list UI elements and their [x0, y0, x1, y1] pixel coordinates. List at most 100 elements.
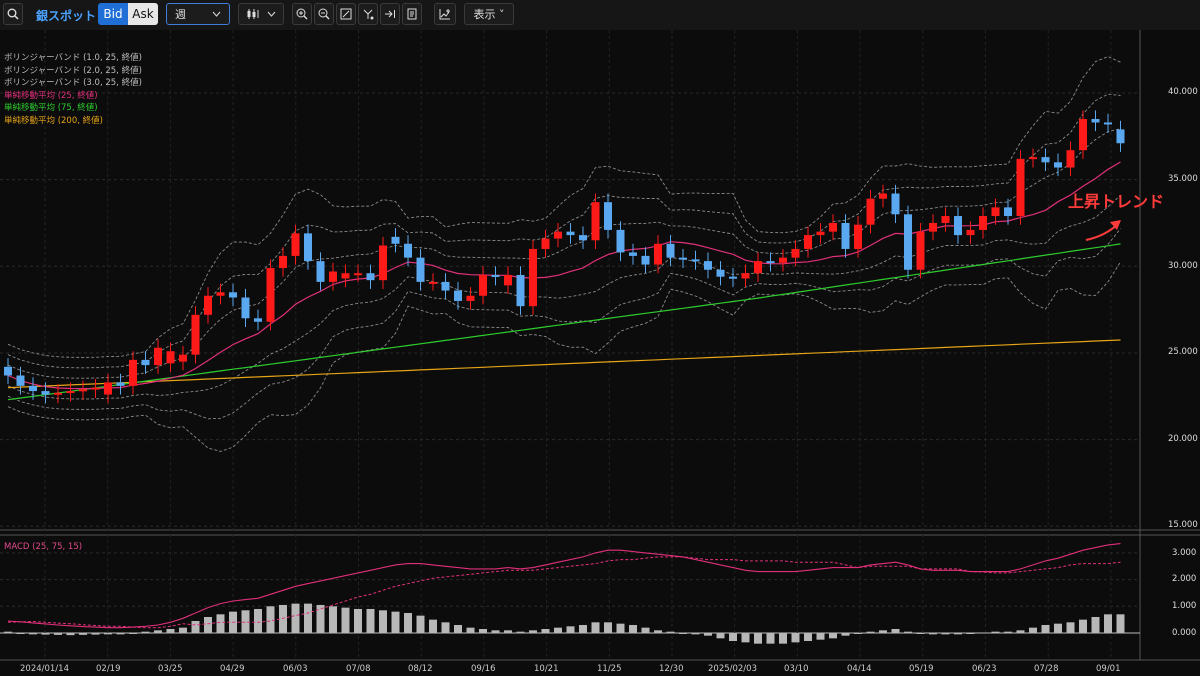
- candle-body: [604, 202, 612, 230]
- macd-histogram-bar: [404, 612, 412, 633]
- candle-body: [479, 274, 487, 296]
- macd-histogram-bar: [366, 608, 375, 633]
- candle-body: [854, 224, 862, 249]
- arrow-shaft: [1085, 223, 1119, 241]
- macd-histogram-bar: [741, 633, 750, 643]
- macd-histogram-bar: [704, 633, 712, 636]
- legend-bb3[interactable]: ボリンジャーバンド (3.0, 25, 終値): [4, 78, 142, 88]
- time-tick: 04/14: [847, 664, 872, 674]
- macd-histogram-bar: [1104, 614, 1112, 633]
- ma200-line: [7, 339, 1121, 389]
- legend-ma25[interactable]: 単純移動平均 (25, 終値): [4, 90, 98, 101]
- candle-body: [941, 216, 950, 223]
- jump-latest-button[interactable]: [380, 3, 400, 25]
- time-tick: 03/25: [158, 664, 183, 674]
- candle-body: [441, 281, 450, 291]
- ask-toggle[interactable]: Ask: [128, 3, 158, 25]
- chart-type-select[interactable]: [238, 3, 284, 25]
- macd-signal-line: [7, 556, 1121, 629]
- price-tick: 30.000: [1168, 261, 1198, 271]
- period-select[interactable]: 週: [166, 3, 230, 25]
- candle-body: [491, 274, 500, 277]
- legend-bb2[interactable]: ボリンジャーバンド (2.0, 25, 終値): [4, 65, 142, 76]
- indicator-button[interactable]: [434, 3, 456, 25]
- macd-legend[interactable]: MACD (25, 75, 15): [4, 542, 83, 552]
- candle-body: [216, 292, 225, 296]
- candle-body: [229, 292, 237, 298]
- fit-button[interactable]: [336, 3, 356, 25]
- document-button[interactable]: [402, 3, 422, 25]
- macd-histogram-bar: [16, 633, 25, 634]
- macd-tick: 2.000: [1172, 574, 1197, 584]
- macd-histogram-bar: [41, 633, 50, 635]
- moving-averages: [7, 161, 1121, 401]
- macd-histogram-bar: [766, 633, 775, 644]
- zoom-out-icon: [318, 8, 330, 20]
- search-button[interactable]: [3, 3, 23, 25]
- candle-body: [591, 202, 600, 241]
- candle-body: [104, 382, 112, 395]
- macd-histogram-bar: [866, 631, 875, 633]
- candlestick-icon: [247, 9, 259, 19]
- macd-histogram-bar: [304, 603, 312, 633]
- macd-histogram-bar: [554, 627, 562, 633]
- macd-histogram-bar: [579, 624, 587, 633]
- candle-body: [116, 382, 125, 386]
- candle-body: [954, 216, 962, 236]
- legend-ma200[interactable]: 単純移動平均 (200, 終値): [4, 115, 103, 126]
- macd-histogram-bar: [479, 628, 487, 633]
- candle-body: [4, 366, 12, 376]
- macd-histogram-bar: [204, 616, 212, 633]
- candle-body: [366, 273, 375, 281]
- bollinger-lower-1: [7, 194, 1121, 400]
- candle-body: [1079, 118, 1087, 151]
- time-tick: 05/19: [909, 664, 934, 674]
- time-tick: 09/01: [1096, 664, 1121, 674]
- macd-histogram-bar: [1066, 622, 1075, 633]
- macd-histogram-bar: [529, 630, 537, 633]
- price-tick: 35.000: [1168, 174, 1198, 184]
- time-tick: 06/03: [283, 664, 308, 674]
- zoom-in-button[interactable]: [292, 3, 312, 25]
- candle-body: [379, 245, 387, 281]
- macd-histogram-bar: [754, 633, 762, 644]
- ma75-line: [7, 243, 1121, 401]
- display-menu-button[interactable]: 表示 ˅: [464, 3, 514, 25]
- macd-histogram-bar: [604, 622, 612, 633]
- macd-histogram-bar: [829, 633, 837, 639]
- arrow-head: [1110, 220, 1121, 230]
- candle-body: [916, 231, 925, 270]
- macd-histogram-bar: [154, 630, 162, 633]
- legend-ma75[interactable]: 単純移動平均 (75, 終値): [4, 103, 98, 113]
- draw-tool-button[interactable]: [358, 3, 378, 25]
- bollinger-lower-3: [7, 261, 1121, 452]
- time-tick: 02/19: [96, 664, 121, 674]
- candle-body: [404, 243, 412, 258]
- candle-body: [754, 261, 762, 274]
- bollinger-upper-3: [7, 56, 1121, 358]
- candle-body: [641, 255, 650, 265]
- candle-body: [179, 354, 187, 362]
- macd-histogram-bar: [166, 628, 175, 633]
- macd-histogram-bar: [266, 606, 275, 633]
- candle-body: [804, 235, 812, 249]
- time-tick: 07/28: [1034, 664, 1059, 674]
- candle-body: [29, 385, 37, 392]
- macd-histogram-bar: [516, 631, 525, 633]
- bid-toggle[interactable]: Bid: [98, 3, 128, 25]
- macd-histogram-bar: [316, 604, 325, 633]
- macd-histogram-bar: [441, 622, 450, 633]
- candle-body: [354, 273, 362, 276]
- candle-body: [829, 222, 837, 232]
- time-tick: 07/08: [346, 664, 371, 674]
- candle-body: [816, 231, 825, 236]
- candle-body: [291, 233, 300, 256]
- macd-histogram-bar: [104, 633, 112, 635]
- symbol-label[interactable]: 銀スポット: [36, 9, 97, 23]
- candle-body: [1091, 118, 1100, 123]
- zoom-out-button[interactable]: [314, 3, 334, 25]
- candle-body: [154, 347, 162, 366]
- macd-histogram-bar: [141, 631, 150, 633]
- legend-bb1[interactable]: ボリンジャーバンド (1.0, 25, 終値): [4, 53, 142, 63]
